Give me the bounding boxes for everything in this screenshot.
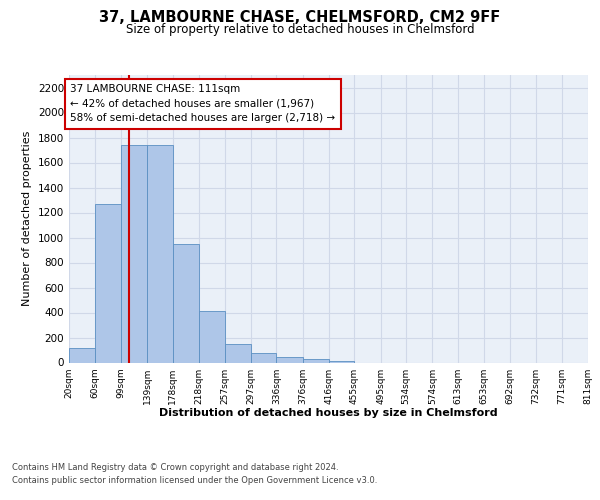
Bar [251, 352, 277, 362]
Text: Size of property relative to detached houses in Chelmsford: Size of property relative to detached ho… [125, 22, 475, 36]
Bar [277, 357, 302, 362]
Text: 37 LAMBOURNE CHASE: 111sqm
← 42% of detached houses are smaller (1,967)
58% of s: 37 LAMBOURNE CHASE: 111sqm ← 42% of deta… [70, 84, 335, 124]
Bar [69, 348, 95, 362]
Text: Contains public sector information licensed under the Open Government Licence v3: Contains public sector information licen… [12, 476, 377, 485]
Bar [302, 359, 329, 362]
Bar [147, 145, 173, 362]
Bar [95, 204, 121, 362]
Bar [173, 244, 199, 362]
Bar [199, 311, 224, 362]
Y-axis label: Number of detached properties: Number of detached properties [22, 131, 32, 306]
Text: 37, LAMBOURNE CHASE, CHELMSFORD, CM2 9FF: 37, LAMBOURNE CHASE, CHELMSFORD, CM2 9FF [100, 10, 500, 25]
Text: Contains HM Land Registry data © Crown copyright and database right 2024.: Contains HM Land Registry data © Crown c… [12, 462, 338, 471]
Bar [224, 344, 251, 362]
Bar [329, 360, 355, 362]
Bar [121, 145, 147, 362]
Text: Distribution of detached houses by size in Chelmsford: Distribution of detached houses by size … [160, 408, 498, 418]
